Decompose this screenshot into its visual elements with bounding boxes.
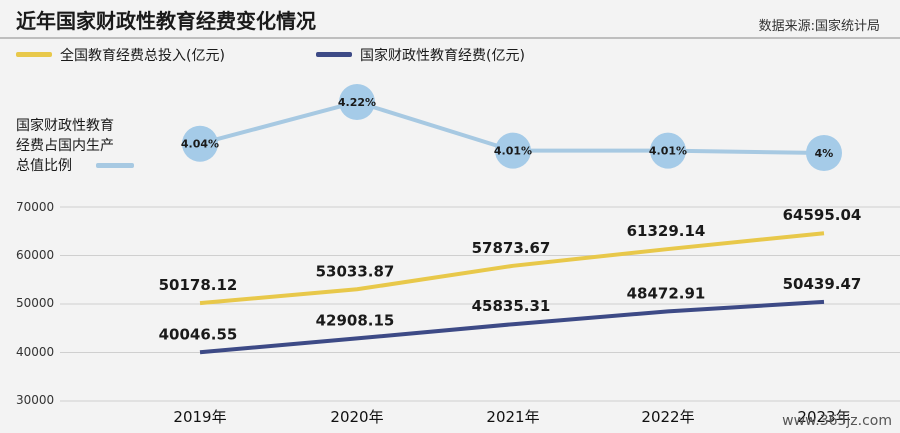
total-data-label: 61329.14 [627, 222, 706, 240]
y-tick-label: 60000 [16, 248, 54, 262]
ratio-data-label: 4.22% [338, 96, 376, 109]
chart-title: 近年国家财政性教育经费变化情况 [16, 9, 316, 33]
fiscal-data-label: 42908.15 [316, 311, 395, 329]
y-tick-label: 70000 [16, 200, 54, 214]
x-tick-label: 2023年 [797, 408, 850, 426]
x-tick-label: 2019年 [173, 408, 226, 426]
legend-swatch-fiscal [316, 52, 352, 57]
total-data-label: 57873.67 [472, 239, 551, 257]
ratio-data-label: 4% [815, 147, 834, 160]
fiscal-funding-line [199, 299, 825, 355]
ratio-point [806, 135, 842, 171]
fiscal-data-label: 45835.31 [472, 297, 551, 315]
ratio-point [495, 132, 531, 169]
ratio-legend-line-1: 国家财政性教育 [16, 117, 114, 134]
ratio-data-label: 4.01% [649, 145, 687, 158]
total-data-label: 50178.12 [159, 276, 238, 294]
y-tick-label: 40000 [16, 345, 54, 359]
ratio-data-label: 4.01% [494, 145, 532, 158]
data-source: 数据来源:国家统计局 [759, 18, 880, 34]
legend-label-fiscal: 国家财政性教育经费(亿元) [360, 47, 525, 64]
ratio-legend-line-3: 总值比例 [16, 158, 72, 174]
value-series-layer [199, 231, 825, 355]
x-tick-label: 2021年 [486, 408, 539, 426]
ratio-data-label: 4.04% [181, 138, 219, 151]
total-investment-line [199, 231, 825, 306]
watermark: www.365jz.com [782, 413, 892, 429]
ratio-legend-line-2: 经费占国内生产 [16, 138, 114, 154]
ratio-legend-swatch [96, 163, 134, 168]
legend-label-total: 全国教育经费总投入(亿元) [60, 47, 225, 64]
y-tick-label: 30000 [16, 393, 54, 407]
fiscal-data-label: 50439.47 [783, 275, 862, 293]
legend-swatch-total [16, 52, 52, 57]
fiscal-data-label: 48472.91 [627, 284, 706, 302]
ratio-series-layer: 4.04% 4.22% 4.01% 4.01% 4% [181, 84, 842, 171]
y-tick-label: 50000 [16, 296, 54, 310]
x-tick-label: 2022年 [641, 408, 694, 426]
ratio-point [339, 84, 375, 120]
x-tick-label: 2020年 [330, 408, 383, 426]
data-labels-layer: 50178.12 53033.87 57873.67 61329.14 64595.04… [159, 206, 862, 343]
total-data-label: 53033.87 [316, 262, 395, 280]
total-data-label: 64595.04 [783, 206, 862, 224]
ratio-point [182, 125, 218, 162]
ratio-point [650, 132, 686, 169]
fiscal-data-label: 40046.55 [159, 325, 238, 343]
